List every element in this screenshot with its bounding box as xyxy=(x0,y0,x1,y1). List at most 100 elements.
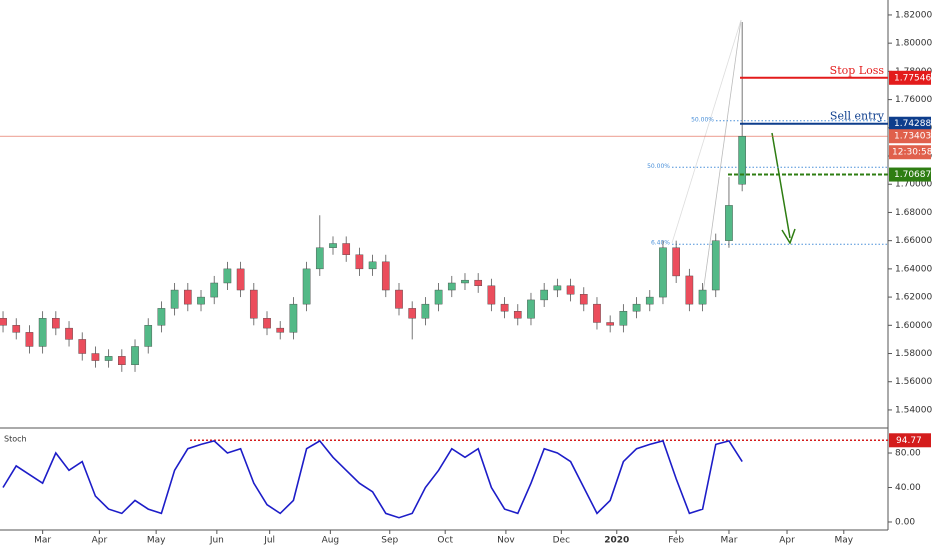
y-tick-label: 1.68000 xyxy=(895,208,932,218)
x-tick-label: Apr xyxy=(779,536,795,546)
candle-body xyxy=(236,268,245,291)
candle-body xyxy=(342,243,351,255)
candle-body xyxy=(12,325,21,333)
candle-body xyxy=(579,294,588,305)
candle-body xyxy=(645,296,654,305)
y-tick-label: 1.54000 xyxy=(895,405,932,415)
candle-body xyxy=(104,356,113,361)
candle-body xyxy=(197,296,205,305)
candle-body xyxy=(659,247,667,298)
indicator-title: Stoch xyxy=(4,435,27,444)
candle-body xyxy=(632,303,641,312)
x-tick-label: Mar xyxy=(34,536,51,546)
candle-body xyxy=(593,303,601,323)
candle-body xyxy=(474,279,483,287)
countdown-label: 12:30:58 xyxy=(892,148,932,158)
y-tick-label: 1.62000 xyxy=(895,293,932,303)
candle-body xyxy=(540,289,549,301)
fib-label: 50.00% xyxy=(647,163,670,170)
price-box xyxy=(889,116,931,131)
y-tick-label: 0.00 xyxy=(895,517,915,527)
candle-body xyxy=(276,327,285,333)
price-box xyxy=(889,70,931,85)
stoch-level-label: 94.77 xyxy=(896,436,922,446)
price-box xyxy=(889,433,931,448)
candle-body xyxy=(408,308,417,319)
candle-body xyxy=(91,353,100,361)
x-tick-label: Mar xyxy=(720,536,737,546)
price-box-label: 1.73403 xyxy=(894,132,931,142)
fib-trend xyxy=(671,19,742,244)
candle-body xyxy=(0,318,7,326)
candle-body xyxy=(117,356,126,366)
candle-body xyxy=(183,289,192,305)
candle-body xyxy=(368,261,377,270)
candle-body xyxy=(144,325,153,347)
candle-body xyxy=(395,289,403,309)
x-tick-label: Sep xyxy=(381,536,398,546)
price-box-label: 1.77546 xyxy=(894,73,931,83)
x-tick-label: May xyxy=(834,536,853,546)
y-tick-label: 80.00 xyxy=(895,449,921,459)
candle-body xyxy=(513,310,522,319)
x-tick-label: May xyxy=(147,536,166,546)
y-tick-label: 1.64000 xyxy=(895,264,932,274)
y-tick-label: 1.56000 xyxy=(895,377,932,387)
candle-body xyxy=(500,303,509,312)
y-tick-label: 40.00 xyxy=(895,483,921,493)
candle-body xyxy=(223,268,232,284)
candle-body xyxy=(210,282,219,298)
candle-body xyxy=(487,285,496,305)
candle-body xyxy=(302,268,311,305)
x-tick-label: Aug xyxy=(322,536,340,546)
x-tick-label: Nov xyxy=(497,536,515,546)
candle-body xyxy=(685,275,694,305)
candle-body xyxy=(289,303,298,333)
x-tick-label: Jun xyxy=(209,536,224,546)
candle-body xyxy=(553,285,562,291)
candle-body xyxy=(263,318,271,329)
x-tick-label: Dec xyxy=(553,536,570,546)
candle-body xyxy=(566,285,575,295)
price-box xyxy=(889,145,931,160)
y-tick-label: 1.82000 xyxy=(895,10,932,20)
candle-body xyxy=(725,205,733,241)
level-label: Stop Loss xyxy=(830,64,885,77)
arrow-head xyxy=(781,228,796,245)
candle-body xyxy=(78,339,87,354)
candle-body xyxy=(672,247,680,277)
x-tick-label: Apr xyxy=(92,536,108,546)
candle-body xyxy=(355,254,364,270)
y-tick-label: 1.76000 xyxy=(895,95,932,105)
arrow xyxy=(771,132,791,239)
candle-body xyxy=(606,322,614,326)
candle-body xyxy=(170,289,179,309)
x-tick-label: 2020 xyxy=(604,536,629,546)
candle-body xyxy=(157,308,166,326)
price-box-label: 1.74288 xyxy=(894,119,931,129)
level-label: Sell entry xyxy=(830,110,885,123)
candle-body xyxy=(698,289,707,305)
fib-label: 50.00% xyxy=(691,116,714,123)
candle-body xyxy=(131,346,139,366)
stoch-line xyxy=(2,439,743,519)
candle-body xyxy=(447,282,456,291)
candle-body xyxy=(315,247,324,270)
candle-body xyxy=(738,136,746,185)
x-tick-label: Jul xyxy=(263,536,275,546)
candle-body xyxy=(38,318,47,347)
price-box-label: 1.70687 xyxy=(894,170,931,180)
y-tick-label: 1.58000 xyxy=(895,349,932,359)
candle-body xyxy=(381,261,390,291)
candle-body xyxy=(461,279,469,284)
candle-body xyxy=(52,318,60,329)
candle-body xyxy=(421,303,430,319)
fib-label: 6.40% xyxy=(651,240,670,247)
y-tick-label: 1.70000 xyxy=(895,180,932,190)
candle-body xyxy=(329,243,337,248)
candle-body xyxy=(249,289,258,319)
y-tick-label: 1.80000 xyxy=(895,39,932,49)
candle-body xyxy=(25,332,34,347)
